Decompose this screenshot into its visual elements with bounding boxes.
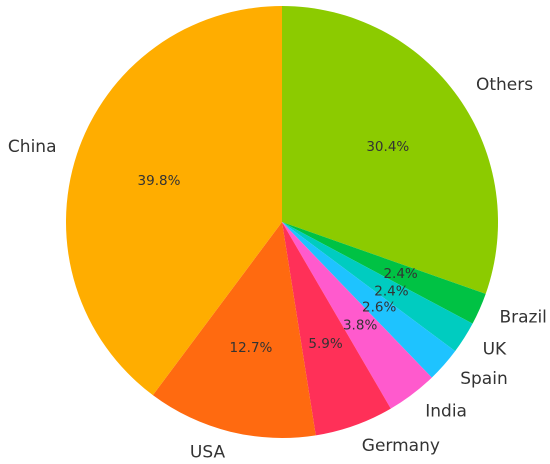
category-label-china: China xyxy=(8,137,57,157)
pct-label-china: 39.8% xyxy=(138,173,181,189)
pct-label-usa: 12.7% xyxy=(230,340,273,356)
pct-label-others: 30.4% xyxy=(366,139,409,155)
pie-slice-china xyxy=(65,5,283,396)
pie-slice-brazil xyxy=(282,222,486,324)
pct-label-india: 3.8% xyxy=(343,317,377,333)
category-label-india: India xyxy=(425,402,467,422)
pie-slice-usa xyxy=(152,222,316,439)
pie-category-labels: Others Brazil UK Spain India Germany USA China xyxy=(8,75,547,463)
category-label-spain: Spain xyxy=(460,369,508,389)
category-label-others: Others xyxy=(476,75,533,95)
pie-percent-labels: 30.4%2.4%2.4%2.6%3.8%5.9%12.7%39.8% xyxy=(138,139,418,356)
category-label-usa: USA xyxy=(190,443,226,463)
pie-slice-uk xyxy=(282,222,473,352)
pie-slice-spain xyxy=(282,222,456,378)
pie-slice-india xyxy=(282,222,432,409)
category-label-germany: Germany xyxy=(362,436,440,456)
pie-slice-germany xyxy=(282,222,391,436)
pct-label-brazil: 2.4% xyxy=(383,266,417,282)
pct-label-germany: 5.9% xyxy=(308,336,342,352)
pie-slices xyxy=(65,5,499,439)
category-label-uk: UK xyxy=(483,339,507,359)
pct-label-spain: 2.6% xyxy=(362,300,396,316)
pie-slice-others xyxy=(282,6,499,294)
pct-label-uk: 2.4% xyxy=(374,283,408,299)
category-label-brazil: Brazil xyxy=(499,308,546,328)
